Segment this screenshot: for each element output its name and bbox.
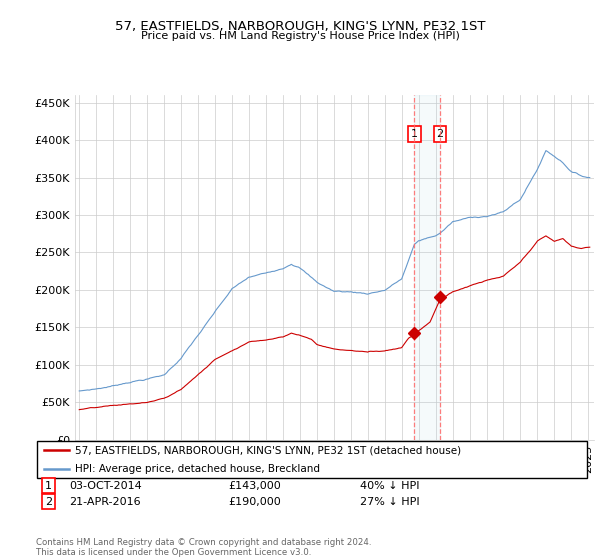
- Text: Contains HM Land Registry data © Crown copyright and database right 2024.
This d: Contains HM Land Registry data © Crown c…: [36, 538, 371, 557]
- Text: 57, EASTFIELDS, NARBOROUGH, KING'S LYNN, PE32 1ST: 57, EASTFIELDS, NARBOROUGH, KING'S LYNN,…: [115, 20, 485, 32]
- Text: 03-OCT-2014: 03-OCT-2014: [69, 480, 142, 491]
- Text: £190,000: £190,000: [228, 497, 281, 507]
- Text: 2: 2: [45, 497, 52, 507]
- Text: 21-APR-2016: 21-APR-2016: [69, 497, 140, 507]
- Text: 2: 2: [436, 129, 443, 139]
- Text: 57, EASTFIELDS, NARBOROUGH, KING'S LYNN, PE32 1ST (detached house): 57, EASTFIELDS, NARBOROUGH, KING'S LYNN,…: [74, 445, 461, 455]
- Text: 40% ↓ HPI: 40% ↓ HPI: [360, 480, 419, 491]
- Text: 27% ↓ HPI: 27% ↓ HPI: [360, 497, 419, 507]
- Text: 1: 1: [45, 480, 52, 491]
- Text: £143,000: £143,000: [228, 480, 281, 491]
- Text: 1: 1: [411, 129, 418, 139]
- Bar: [415, 95, 440, 440]
- Text: HPI: Average price, detached house, Breckland: HPI: Average price, detached house, Brec…: [74, 464, 320, 474]
- Text: Price paid vs. HM Land Registry's House Price Index (HPI): Price paid vs. HM Land Registry's House …: [140, 31, 460, 41]
- FancyBboxPatch shape: [37, 441, 587, 478]
